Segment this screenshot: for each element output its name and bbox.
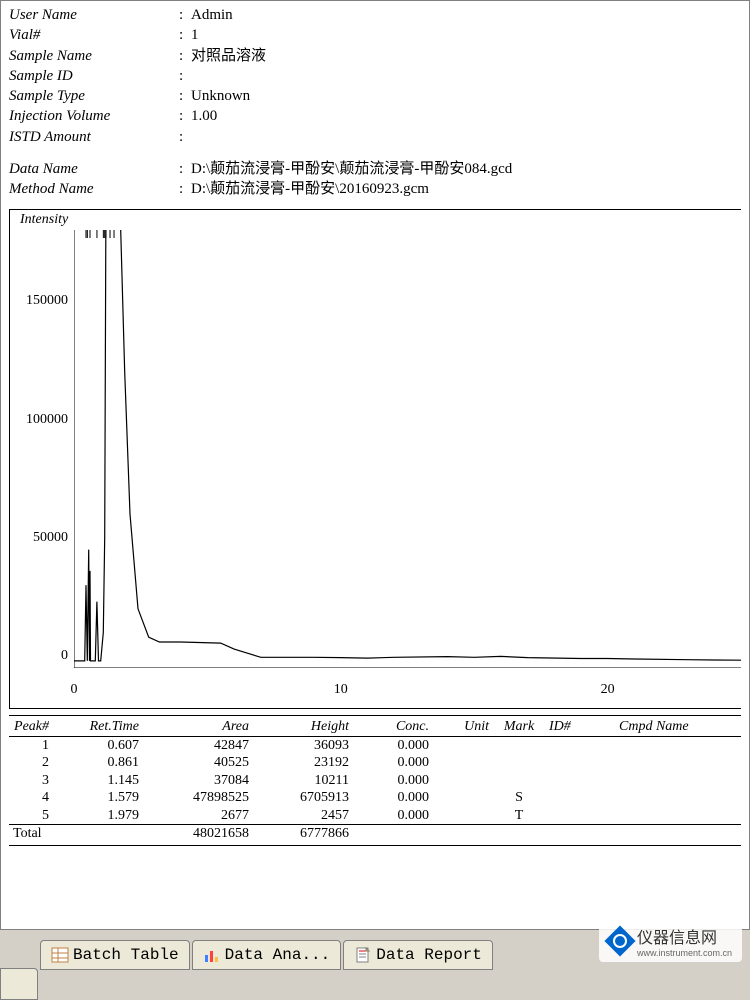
peak-table-header: Peak# Ret.Time Area Height Conc. Unit Ma…: [9, 718, 741, 737]
total-label: Total: [9, 825, 59, 843]
col-id: ID#: [549, 718, 599, 736]
method-name-label: Method Name: [9, 179, 179, 199]
chart-ylabel: Intensity: [20, 212, 68, 228]
sample-type-value: Unknown: [191, 86, 741, 106]
table-row: 31.14537084102110.000: [9, 772, 741, 790]
chromatogram-svg: [74, 230, 741, 668]
ytick-label: 50000: [33, 530, 68, 546]
sample-type-label: Sample Type: [9, 86, 179, 106]
table-icon: [51, 947, 69, 963]
sample-name-value: 对照品溶液: [191, 46, 741, 66]
col-unit: Unit: [429, 718, 489, 736]
table-row: 20.86140525231920.000: [9, 754, 741, 772]
table-row: 41.5794789852567059130.000S: [9, 789, 741, 807]
watermark-logo-icon: [604, 925, 635, 956]
tab-report-label: Data Report: [376, 946, 482, 964]
watermark: 仪器信息网 www.instrument.com.cn: [599, 920, 742, 962]
user-name-value: Admin: [191, 5, 741, 25]
ytick-label: 150000: [26, 293, 68, 309]
inj-vol-label: Injection Volume: [9, 106, 179, 126]
report-container: User Name:Admin Vial#:1 Sample Name:对照品溶…: [0, 0, 750, 930]
istd-label: ISTD Amount: [9, 127, 179, 147]
sample-name-label: Sample Name: [9, 46, 179, 66]
col-peak: Peak#: [9, 718, 59, 736]
tab-stub[interactable]: [0, 968, 38, 1000]
vial-label: Vial#: [9, 25, 179, 45]
data-name-label: Data Name: [9, 159, 179, 179]
chromatogram-chart: Intensity 0 50000 100000 150000 0 10 20: [9, 209, 741, 709]
watermark-text: 仪器信息网: [637, 930, 717, 947]
peak-table: Peak# Ret.Time Area Height Conc. Unit Ma…: [9, 715, 741, 846]
tab-data-report[interactable]: Data Report: [343, 940, 493, 970]
col-cmpd: Cmpd Name: [599, 718, 741, 736]
sample-id-value: [191, 66, 741, 86]
ytick-label: 0: [61, 648, 68, 664]
xtick-label: 20: [601, 682, 615, 698]
total-area: 48021658: [139, 825, 249, 843]
user-name-label: User Name: [9, 5, 179, 25]
data-name-value: D:\颠茄流浸膏-甲酚安\颠茄流浸膏-甲酚安084.gcd: [191, 159, 741, 179]
xtick-label: 0: [71, 682, 78, 698]
xtick-label: 10: [334, 682, 348, 698]
col-conc: Conc.: [349, 718, 429, 736]
table-row: 51.979267724570.000T: [9, 807, 741, 825]
col-height: Height: [249, 718, 349, 736]
method-name-value: D:\颠茄流浸膏-甲酚安\20160923.gcm: [191, 179, 741, 199]
col-area: Area: [139, 718, 249, 736]
col-mark: Mark: [489, 718, 549, 736]
total-height: 6777866: [249, 825, 349, 843]
tab-batch-label: Batch Table: [73, 946, 179, 964]
col-ret: Ret.Time: [59, 718, 139, 736]
chart-icon: [203, 947, 221, 963]
report-icon: [354, 947, 372, 963]
watermark-sub: www.instrument.com.cn: [637, 948, 732, 958]
tab-data-analysis[interactable]: Data Ana...: [192, 940, 342, 970]
sample-id-label: Sample ID: [9, 66, 179, 86]
ytick-label: 100000: [26, 412, 68, 428]
sample-meta: User Name:Admin Vial#:1 Sample Name:对照品溶…: [9, 5, 741, 199]
tab-analysis-label: Data Ana...: [225, 946, 331, 964]
peak-table-total: Total 48021658 6777866: [9, 824, 741, 843]
vial-value: 1: [191, 25, 741, 45]
inj-vol-value: 1.00: [191, 106, 741, 126]
istd-value: [191, 127, 741, 147]
table-row: 10.60742847360930.000: [9, 737, 741, 755]
tab-batch-table[interactable]: Batch Table: [40, 940, 190, 970]
